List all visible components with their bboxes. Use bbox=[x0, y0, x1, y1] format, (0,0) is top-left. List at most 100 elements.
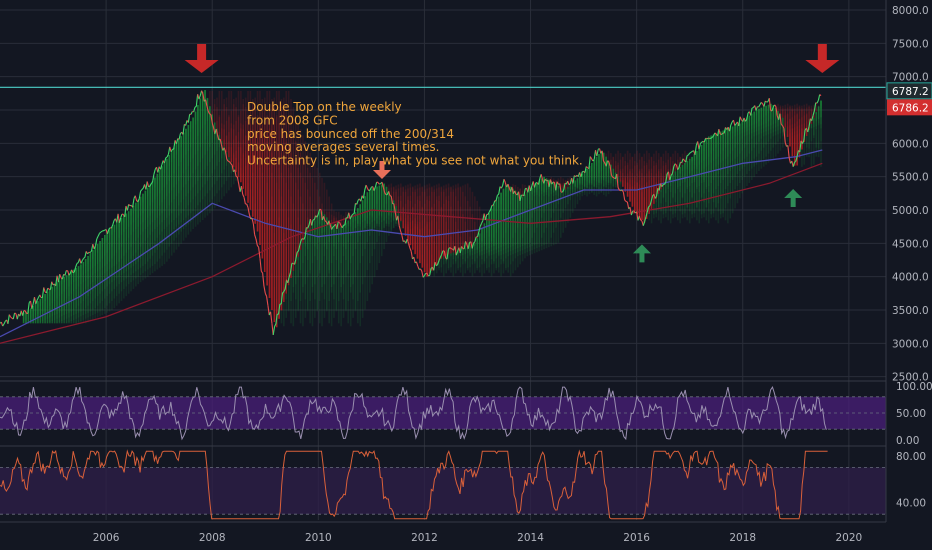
price-candle bbox=[274, 323, 277, 327]
price-candle bbox=[624, 199, 627, 202]
price-candle bbox=[313, 215, 317, 220]
price-candle bbox=[226, 158, 229, 162]
price-tick-label: 4500.0 bbox=[892, 238, 929, 250]
price-candle bbox=[650, 195, 654, 202]
price-candle bbox=[61, 274, 65, 280]
price-candle bbox=[610, 174, 614, 178]
price-candle bbox=[549, 179, 553, 185]
arrow-down-icon bbox=[372, 161, 391, 179]
price-candle bbox=[173, 140, 176, 150]
price-candle bbox=[718, 128, 721, 135]
price-tick-label: 5000.0 bbox=[892, 205, 929, 217]
price-candle bbox=[178, 133, 181, 140]
price-candle bbox=[148, 185, 151, 188]
price-candle bbox=[580, 171, 583, 177]
price-candle bbox=[596, 149, 599, 157]
price-candle bbox=[96, 235, 99, 240]
annotation-line: Uncertainty is in, play what you see not… bbox=[247, 154, 583, 168]
price-candle bbox=[272, 326, 276, 336]
price-candle bbox=[563, 183, 566, 191]
price-candle bbox=[784, 142, 788, 147]
price-candle bbox=[479, 223, 482, 227]
price-candle bbox=[413, 256, 416, 263]
price-candle bbox=[39, 294, 42, 298]
price-candle bbox=[304, 227, 307, 237]
price-candle bbox=[723, 127, 727, 134]
price-candle bbox=[439, 254, 443, 258]
price-candle bbox=[473, 241, 476, 244]
price-candle bbox=[382, 186, 386, 193]
price-candle bbox=[311, 219, 314, 226]
price-candle bbox=[787, 145, 790, 158]
stoch-line bbox=[0, 385, 827, 441]
price-candle bbox=[224, 151, 228, 160]
price-candle bbox=[141, 187, 144, 190]
price-candle bbox=[629, 207, 632, 216]
price-candle bbox=[242, 194, 245, 198]
price-candle bbox=[190, 111, 193, 115]
price-candle bbox=[377, 182, 380, 185]
price-candle bbox=[126, 204, 130, 211]
price-candle bbox=[649, 200, 652, 206]
price-candle bbox=[646, 206, 650, 213]
price-candle bbox=[764, 100, 767, 103]
price-candle bbox=[328, 220, 331, 226]
price-candle bbox=[134, 195, 138, 201]
price-candle bbox=[72, 271, 75, 274]
price-candle bbox=[694, 145, 697, 155]
price-candle bbox=[401, 235, 404, 242]
price-candle bbox=[258, 247, 261, 259]
price-tick-label: 3000.0 bbox=[892, 338, 929, 350]
time-tick-label: 2016 bbox=[623, 532, 650, 544]
price-candle bbox=[484, 214, 488, 221]
price-candle bbox=[664, 181, 667, 185]
price-candle bbox=[205, 99, 208, 107]
price-candle bbox=[775, 106, 778, 116]
stoch-tick-label: 50.00 bbox=[896, 408, 926, 420]
annotation-line: moving averages several times. bbox=[247, 140, 439, 154]
stoch-tick-label: 100.00 bbox=[896, 381, 932, 393]
price-candle bbox=[185, 120, 188, 126]
time-tick-label: 2006 bbox=[93, 532, 120, 544]
price-candle bbox=[68, 272, 71, 276]
price-candle bbox=[0, 321, 4, 327]
price-candle bbox=[544, 178, 547, 181]
price-candle bbox=[227, 160, 230, 163]
price-candle bbox=[128, 203, 131, 207]
price-candle bbox=[80, 260, 83, 264]
price-candle bbox=[243, 197, 246, 205]
price-candle bbox=[108, 227, 111, 230]
price-candle bbox=[296, 250, 299, 253]
price-candle bbox=[746, 112, 749, 120]
price-candle bbox=[415, 261, 419, 267]
arrow-down-icon bbox=[805, 44, 840, 73]
price-candle bbox=[83, 256, 86, 259]
price-candle bbox=[788, 157, 792, 164]
arrow-down-icon bbox=[184, 44, 219, 73]
price-candle bbox=[255, 238, 258, 246]
price-candle bbox=[99, 231, 102, 234]
price-candle bbox=[22, 310, 25, 316]
price-candle bbox=[661, 184, 664, 187]
price-candle bbox=[744, 119, 748, 122]
price-candle bbox=[132, 198, 135, 208]
price-candle bbox=[760, 101, 764, 105]
price-candle bbox=[397, 215, 400, 226]
price-candle bbox=[488, 209, 492, 212]
price-candle bbox=[207, 110, 211, 115]
price-candle bbox=[138, 191, 142, 199]
price-candle bbox=[689, 151, 692, 154]
price-candle bbox=[336, 221, 339, 230]
price-candle bbox=[636, 211, 639, 221]
price-tick-label: 4000.0 bbox=[892, 272, 929, 284]
price-candle bbox=[3, 321, 6, 325]
price-candle bbox=[780, 123, 783, 126]
price-candle bbox=[270, 311, 273, 324]
price-candle bbox=[585, 166, 588, 169]
price-candle bbox=[27, 302, 30, 314]
price-candle bbox=[246, 203, 249, 208]
price-candle bbox=[511, 186, 514, 194]
price-candle bbox=[819, 94, 822, 97]
price-candle bbox=[476, 231, 480, 238]
price-candle bbox=[721, 132, 724, 135]
